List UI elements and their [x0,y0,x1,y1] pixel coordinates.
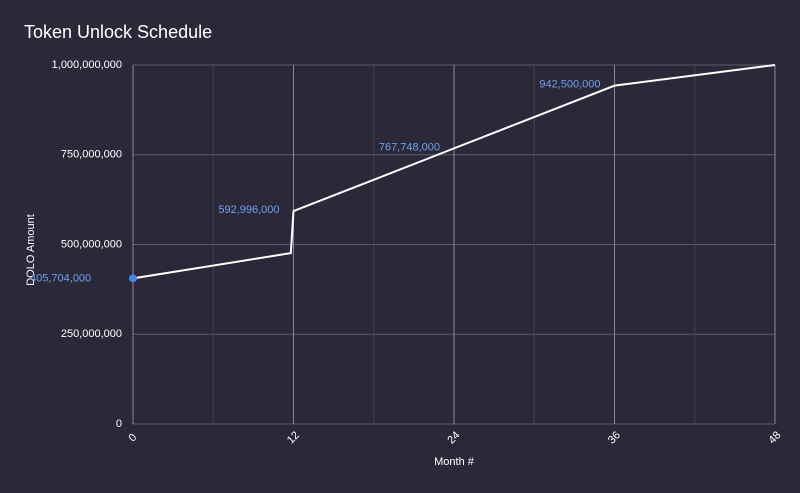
y-tick-label: 500,000,000 [61,238,122,250]
y-tick-label: 1,000,000,000 [52,59,122,71]
data-label: 942,500,000 [539,79,600,91]
y-tick-label: 250,000,000 [61,328,122,340]
y-tick-label: 750,000,000 [61,149,122,161]
x-axis-label: Month # [434,456,475,468]
chart-title: Token Unlock Schedule [24,22,212,42]
data-label: 592,996,000 [218,204,279,216]
y-tick-label: 0 [116,418,122,430]
data-label: 767,748,000 [379,141,440,153]
y-axis-label: DOLO Amount [25,214,37,286]
data-label: 405,704,000 [30,272,91,284]
data-point [129,274,137,283]
data-line [132,64,776,280]
